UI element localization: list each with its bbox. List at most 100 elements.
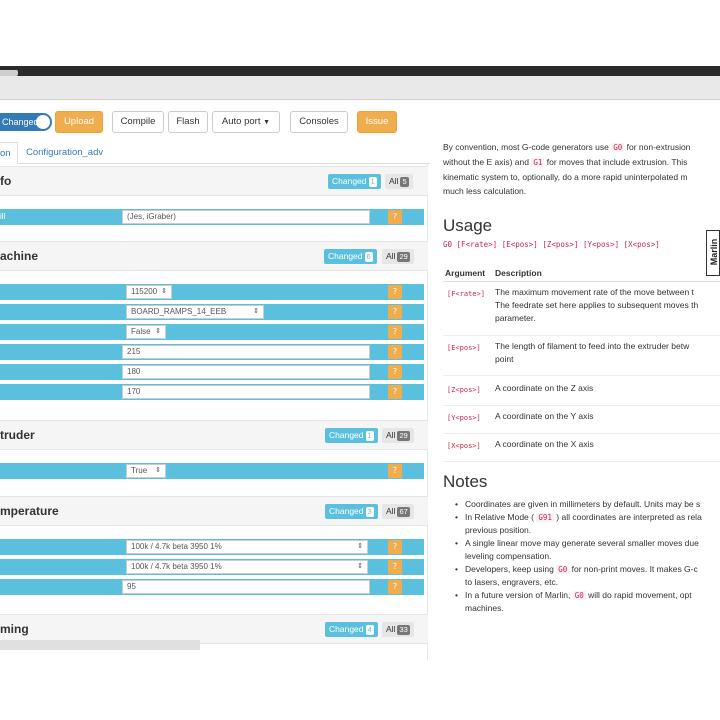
section-title: truder [0,428,35,442]
setting-row: 180 ? [0,364,424,380]
usage-heading: Usage [443,216,493,235]
compile-button[interactable]: Compile [112,111,164,133]
description-line: parameter. [495,313,536,323]
argument-name: [E<pos>] [447,344,481,352]
help-button[interactable]: ? [388,580,402,594]
upload-button[interactable]: Upload [55,111,103,133]
all-count: 33 [397,625,410,635]
caret-down-icon: ▼ [263,119,271,126]
setting-select[interactable]: 100k / 4.7k beta 3950 1% ⇕ [126,560,368,574]
setting-label: ill [0,212,6,221]
argument-description: A coordinate on the Z axis [495,382,593,395]
select-caret-icon: ⇕ [161,288,167,295]
all-count: 5 [400,177,409,187]
note-item: In a future version of Marlin, G0 will d… [453,589,720,615]
help-button[interactable]: ? [388,464,402,478]
all-badge[interactable]: All 29 [382,249,414,264]
changed-toggle[interactable]: Changed [0,113,52,131]
all-count: 29 [397,431,410,441]
help-button[interactable]: ? [388,325,402,339]
all-badge[interactable]: All 29 [382,428,414,443]
help-button[interactable]: ? [388,540,402,554]
argument-description: The maximum movement rate of the move be… [495,286,698,325]
section-header[interactable]: mperature Changed 3 All 67 [0,496,428,526]
argument-row: [E<pos>] The length of filament to feed … [443,338,720,376]
changed-badge[interactable]: Changed 6 [324,249,377,264]
argument-name: [Z<pos>] [447,386,481,394]
description-line: The feedrate set here applies to subsequ… [495,300,699,310]
help-button[interactable]: ? [388,285,402,299]
usage-code: G0 [F<rate>] [E<pos>] [Z<pos>] [Y<pos>] … [443,240,660,249]
section-header[interactable]: achine Changed 6 All 29 [0,241,428,271]
note-text: to lasers, engravers, etc. [465,577,559,587]
note-text: previous position. [465,525,532,535]
note-text: A single linear move may generate severa… [465,538,699,548]
setting-input[interactable]: (Jes, iGraber) [122,210,370,224]
changed-badge[interactable]: Changed 4 [325,622,378,637]
changed-badge-label: Changed [329,506,364,516]
all-badge[interactable]: All 67 [382,504,414,519]
issue-button[interactable]: Issue [357,111,397,133]
setting-select[interactable]: 115200 ⇕ [126,285,172,299]
setting-row: False ⇕ ? [0,324,424,340]
argument-row: [F<rate>] The maximum movement rate of t… [443,284,720,336]
port-dropdown[interactable]: Auto port ▼ [212,111,280,133]
toggle-knob [36,115,50,129]
changed-badge[interactable]: Changed 1 [328,174,381,189]
setting-input[interactable]: 170 [122,385,370,399]
help-button[interactable]: ? [388,365,402,379]
setting-select[interactable]: True ⇕ [126,464,166,478]
section-header[interactable]: truder Changed 1 All 29 [0,420,428,450]
help-button[interactable]: ? [388,305,402,319]
doc-text: By convention, most G-code generators us… [443,142,609,152]
setting-input[interactable]: 215 [122,345,370,359]
section-header[interactable]: fo Changed 1 All 5 [0,166,428,196]
argument-description: A coordinate on the X axis [495,438,594,451]
toolbar: Changed Upload Compile Flash Auto port ▼… [0,108,430,138]
section-title: ming [0,622,29,636]
help-button[interactable]: ? [388,385,402,399]
setting-input[interactable]: 180 [122,365,370,379]
all-badge[interactable]: All 33 [382,622,414,637]
note-text: will do rapid movement, opt [588,590,692,600]
setting-value: 100k / 4.7k beta 3950 1% [131,562,222,571]
changed-badge-label: Changed [328,251,363,261]
tab-configuration[interactable]: on [0,142,18,164]
horizontal-scrollbar[interactable] [0,640,200,650]
argument-row: [Z<pos>] A coordinate on the Z axis [443,380,720,406]
setting-row: BOARD_RAMPS_14_EEB ⇕ ? [0,304,424,320]
port-dropdown-label: Auto port [221,116,261,127]
help-button[interactable]: ? [388,345,402,359]
setting-row: 100k / 4.7k beta 3950 1% ⇕ ? [0,559,424,575]
doc-text: without the E axis) and [443,157,529,167]
setting-input[interactable]: 95 [122,580,370,594]
setting-row: 115200 ⇕ ? [0,284,424,300]
changed-badge[interactable]: Changed 1 [325,428,378,443]
changed-badge[interactable]: Changed 3 [325,504,378,519]
all-badge[interactable]: All 5 [385,174,413,189]
help-button[interactable]: ? [388,210,402,224]
setting-value: BOARD_RAMPS_14_EEB [131,307,227,316]
inline-code: G91 [536,513,554,522]
setting-select[interactable]: BOARD_RAMPS_14_EEB ⇕ [126,305,264,319]
section-title: achine [0,249,39,263]
setting-row: True ⇕ ? [0,463,424,479]
inline-code: G1 [531,158,545,167]
settings-panel: fo Changed 1 All 5 ill (Jes, iGraber) ? ac… [0,164,428,660]
documentation-panel: By convention, most G-code generators us… [443,140,720,660]
note-item: Coordinates are given in millimeters by … [453,498,720,511]
help-button[interactable]: ? [388,560,402,574]
setting-select[interactable]: False ⇕ [126,325,166,339]
description-line: The length of filament to feed into the … [495,341,690,351]
consoles-button[interactable]: Consoles [290,111,348,133]
note-text: leveling compensation. [465,551,552,561]
flash-button[interactable]: Flash [168,111,208,133]
section-header[interactable]: ming Changed 4 All 33 [0,614,428,644]
tab-configuration-adv[interactable]: Configuration_adv [26,147,104,158]
setting-select[interactable]: 100k / 4.7k beta 3950 1% ⇕ [126,540,368,554]
argument-name: [X<pos>] [447,442,481,450]
doc-text: kinematic system to, optionally, do a mo… [443,172,688,182]
doc-intro: By convention, most G-code generators us… [443,140,720,198]
argument-row: [Y<pos>] A coordinate on the Y axis [443,408,720,434]
doc-text: for moves that include extrusion. This [546,157,688,167]
